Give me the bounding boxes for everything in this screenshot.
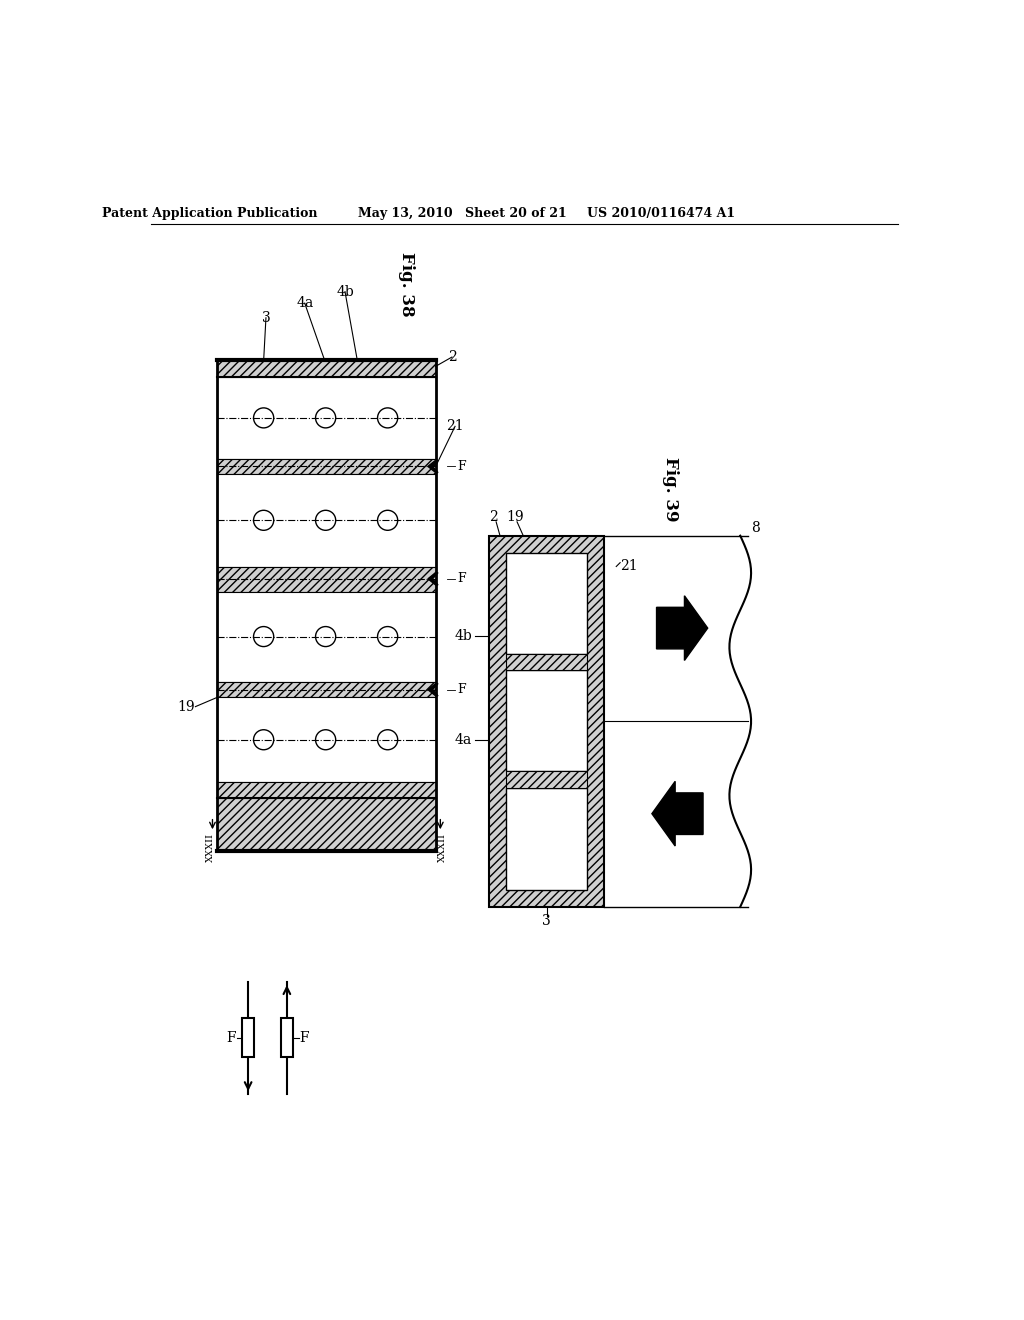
Text: F: F [458, 684, 466, 696]
Bar [217, 682, 435, 697]
Text: XXXII: XXXII [438, 833, 447, 862]
Bar [217, 566, 435, 591]
Text: 3: 3 [261, 310, 270, 325]
Text: XXXII: XXXII [206, 833, 215, 862]
Text: 4b: 4b [455, 628, 472, 643]
Bar [217, 697, 435, 781]
Polygon shape [428, 461, 438, 473]
Text: 3: 3 [542, 913, 551, 928]
Bar [281, 1019, 293, 1057]
Polygon shape [652, 781, 703, 846]
Text: 19: 19 [177, 700, 195, 714]
Text: F: F [299, 1031, 309, 1044]
Polygon shape [656, 595, 708, 660]
Bar [506, 771, 587, 788]
Text: US 2010/0116474 A1: US 2010/0116474 A1 [587, 207, 735, 220]
Polygon shape [428, 573, 438, 585]
Text: Fig. 38: Fig. 38 [398, 252, 416, 317]
Bar [604, 536, 756, 907]
Text: 8: 8 [752, 521, 760, 535]
Text: Sheet 20 of 21: Sheet 20 of 21 [465, 207, 566, 220]
Bar [217, 378, 435, 459]
Bar [506, 671, 587, 771]
Bar [217, 797, 435, 851]
Polygon shape [428, 684, 438, 696]
Text: Fig. 39: Fig. 39 [662, 457, 679, 521]
Text: 21: 21 [446, 420, 464, 433]
Text: 4b: 4b [336, 285, 354, 298]
Bar [242, 1019, 254, 1057]
Bar [506, 553, 587, 653]
Bar [217, 591, 435, 682]
Bar [506, 653, 587, 671]
Bar [506, 788, 587, 890]
Bar [217, 360, 435, 378]
Bar [489, 536, 604, 907]
Bar [217, 781, 435, 797]
Text: 21: 21 [621, 560, 638, 573]
Text: F: F [226, 1031, 236, 1044]
Bar [217, 459, 435, 474]
Text: 4a: 4a [455, 733, 472, 747]
Text: May 13, 2010: May 13, 2010 [358, 207, 453, 220]
Text: 2: 2 [447, 350, 457, 364]
Text: 4a: 4a [296, 296, 313, 310]
Text: 19: 19 [507, 511, 524, 524]
Text: F: F [458, 573, 466, 585]
Bar [217, 474, 435, 566]
Text: Patent Application Publication: Patent Application Publication [101, 207, 317, 220]
Text: F: F [458, 459, 466, 473]
Text: 2: 2 [489, 511, 498, 524]
